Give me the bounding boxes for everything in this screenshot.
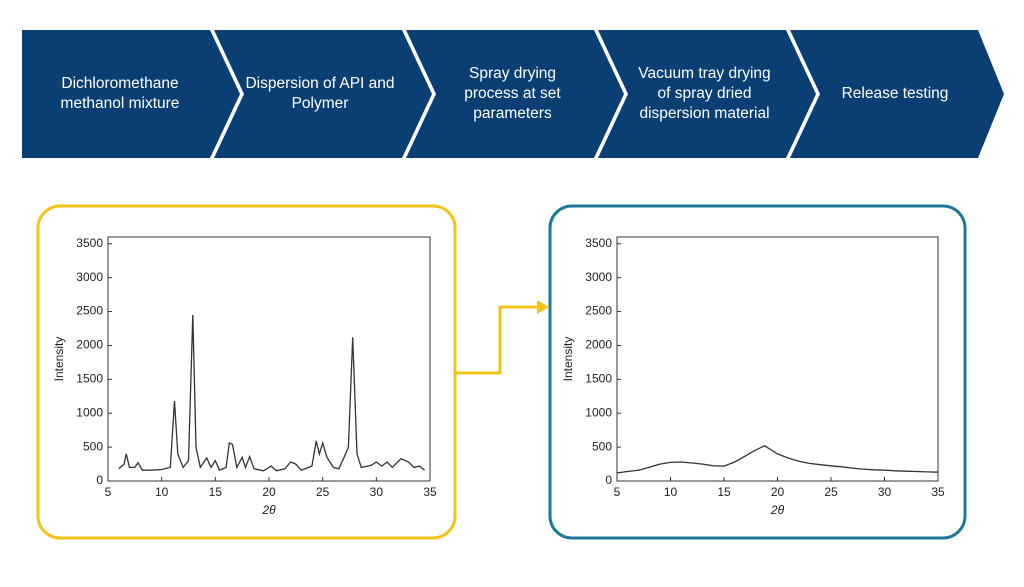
step-label: Dichloromethane methanol mixture bbox=[60, 75, 180, 112]
step-label: Dispersion of API and Polymer bbox=[245, 75, 395, 112]
y-tick-label: 3000 bbox=[76, 270, 103, 284]
x-tick-label: 25 bbox=[824, 485, 838, 499]
y-tick-label: 0 bbox=[96, 473, 103, 487]
x-tick-label: 35 bbox=[931, 485, 945, 499]
y-tick-label: 500 bbox=[83, 439, 103, 453]
y-tick-label: 1000 bbox=[76, 405, 103, 419]
x-tick-label: 25 bbox=[316, 485, 330, 499]
arrow-head bbox=[537, 300, 549, 314]
y-axis-label: Intensity bbox=[561, 337, 575, 382]
y-tick-label: 2500 bbox=[585, 304, 612, 318]
plot-frame bbox=[616, 236, 939, 482]
step-label: Spray drying process at set parameters bbox=[464, 65, 561, 122]
x-tick-label: 15 bbox=[209, 485, 223, 499]
y-tick-label: 500 bbox=[592, 439, 612, 453]
y-tick-label: 3000 bbox=[585, 270, 612, 284]
xrd-trace bbox=[616, 445, 939, 474]
x-tick-label: 15 bbox=[717, 485, 731, 499]
y-tick-label: 2000 bbox=[585, 338, 612, 352]
x-tick-label: 5 bbox=[105, 485, 112, 499]
chevron bbox=[598, 30, 816, 158]
process-chevrons bbox=[22, 30, 1004, 158]
chevron bbox=[790, 30, 1004, 158]
step-label: Release testing bbox=[841, 85, 949, 102]
y-tick-label: 1500 bbox=[585, 372, 612, 386]
x-tick-label: 20 bbox=[262, 485, 276, 499]
chevron bbox=[214, 30, 432, 158]
x-axis-label: 2θ bbox=[770, 503, 785, 517]
x-tick-label: 20 bbox=[771, 485, 785, 499]
x-tick-label: 30 bbox=[878, 485, 892, 499]
y-tick-label: 0 bbox=[605, 473, 612, 487]
y-tick-label: 3500 bbox=[76, 236, 103, 250]
x-tick-label: 10 bbox=[664, 485, 678, 499]
amorphous-box bbox=[548, 204, 967, 540]
y-tick-label: 3500 bbox=[585, 236, 612, 250]
x-axis-label: 2θ bbox=[261, 503, 276, 517]
x-tick-label: 35 bbox=[423, 485, 437, 499]
y-tick-label: 2500 bbox=[76, 304, 103, 318]
plot-frame bbox=[107, 236, 431, 482]
y-tick-label: 2000 bbox=[76, 338, 103, 352]
connector bbox=[455, 305, 540, 375]
x-tick-label: 10 bbox=[155, 485, 169, 499]
y-axis-label: Intensity bbox=[52, 337, 66, 382]
y-tick-label: 1500 bbox=[76, 372, 103, 386]
x-tick-label: 5 bbox=[614, 485, 621, 499]
chevron bbox=[406, 30, 624, 158]
y-tick-label: 1000 bbox=[585, 405, 612, 419]
xrd-trace bbox=[118, 314, 425, 472]
chevron bbox=[22, 30, 240, 158]
x-tick-label: 30 bbox=[370, 485, 384, 499]
step-label: Vacuum tray drying of spray dried disper… bbox=[638, 65, 771, 122]
